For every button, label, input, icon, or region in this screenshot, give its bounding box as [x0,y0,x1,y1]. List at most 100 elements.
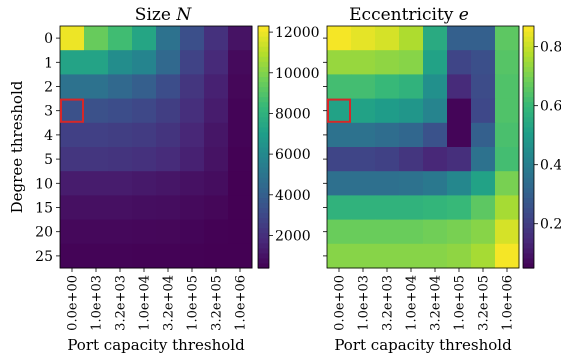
eccentricity-cell-r1-c2 [375,50,400,75]
eccentricity-cell-r8-c5 [447,219,472,245]
eccentricity-colorbar-segment [523,41,534,47]
eccentricity-x-axis-label: Port capacity threshold [334,336,512,354]
eccentricity-cell-r8-c1 [351,219,376,245]
eccentricity-colorbar-segment [523,76,534,83]
eccentricity-colorbar-segment [523,242,534,249]
size-x-tick-label: 3.2e+03 [114,275,129,331]
size-cell-r0-c3 [132,26,157,51]
eccentricity-cell-r8-c3 [399,219,424,245]
size-cell-r2-c6 [204,74,229,100]
eccentricity-cell-r1-c0 [327,50,352,75]
size-cell-r4-c6 [204,122,229,148]
eccentricity-colorbar-segment [523,26,534,32]
size-cell-r9-c1 [84,243,109,269]
size-cell-r6-c0 [60,171,85,196]
size-cell-r0-c1 [84,26,109,51]
eccentricity-panel: Eccentricity e 0.0e+00 1.0e+03 3.2e+03 1.0e… [323,5,561,354]
eccentricity-x-tick-label: 1.0e+03 [357,275,372,331]
eccentricity-colorbar-segment [523,237,534,244]
eccentricity-cell-r3-c5 [447,98,472,124]
size-cell-r2-c7 [228,74,253,100]
eccentricity-heatmap-cells [327,26,520,269]
eccentricity-cell-r0-c6 [471,26,496,51]
size-colorbar-segment [258,187,269,193]
size-colorbar-segment [258,96,269,103]
eccentricity-x-tick-label: 3.2e+05 [477,275,492,331]
size-cell-r8-c7 [228,219,253,245]
size-x-tick-label: 1.0e+03 [90,275,105,331]
size-cell-r5-c1 [84,147,109,172]
size-cell-r4-c7 [228,122,253,148]
size-cell-r5-c0 [60,147,85,172]
eccentricity-colorbar-tick-label: 0.8 [540,40,561,56]
eccentricity-cell-r0-c2 [375,26,400,51]
size-cell-r8-c1 [84,219,109,245]
eccentricity-colorbar-segment [523,86,534,93]
eccentricity-colorbar-segment [523,162,534,168]
size-cell-r1-c0 [60,50,85,75]
eccentricity-cell-r9-c3 [399,243,424,269]
size-colorbar-segment [258,167,269,173]
size-y-axis: 0 1 2 3 4 5 10 15 20 25 [35,31,60,265]
eccentricity-cell-r0-c0 [327,26,352,51]
eccentricity-colorbar-tick-label: 0.6 [540,99,561,115]
size-colorbar-segment [258,212,269,219]
size-y-tick-label: 10 [35,176,53,192]
eccentricity-cell-r6-c6 [471,171,496,196]
eccentricity-cell-r3-c3 [399,98,424,124]
size-cell-r0-c5 [180,26,205,51]
size-colorbar-segment [258,182,269,188]
size-cell-r1-c4 [156,50,181,75]
eccentricity-cell-r8-c2 [375,219,400,245]
eccentricity-cell-r4-c3 [399,122,424,148]
eccentricity-cell-r1-c7 [495,50,520,75]
eccentricity-cell-r0-c3 [399,26,424,51]
eccentricity-cell-r4-c7 [495,122,520,148]
eccentricity-colorbar-segment [523,66,534,72]
eccentricity-x-tick-label: 3.2e+04 [429,275,444,331]
eccentricity-cell-r6-c4 [423,171,448,196]
size-cell-r7-c3 [132,195,157,221]
size-colorbar-frame [257,25,270,269]
size-cell-r2-c0 [60,74,85,100]
eccentricity-cell-r8-c0 [327,219,352,245]
size-cell-r3-c3 [132,98,157,124]
size-cell-r7-c5 [180,195,205,221]
eccentricity-colorbar-segment [523,51,534,57]
size-cell-r8-c2 [108,219,133,245]
eccentricity-cell-r2-c6 [471,74,496,100]
eccentricity-cell-r2-c1 [351,74,376,100]
size-cell-r3-c0 [60,98,85,124]
eccentricity-colorbar-segment [523,136,534,143]
size-colorbar-segment [258,177,269,183]
size-y-tick-label: 20 [35,225,53,241]
size-cell-r0-c4 [156,26,181,51]
eccentricity-cell-r2-c4 [423,74,448,100]
size-colorbar-segment [258,36,269,42]
size-cell-r5-c2 [108,147,133,172]
size-cell-r7-c4 [156,195,181,221]
eccentricity-colorbar-segment [523,197,534,204]
size-colorbar-segment [258,147,269,153]
eccentricity-cell-r5-c6 [471,147,496,172]
eccentricity-colorbar: 0.2 0.4 0.6 0.8 [522,25,561,269]
size-colorbar-segment [258,202,269,209]
eccentricity-colorbar-segment [523,202,534,209]
size-cell-r6-c5 [180,171,205,196]
size-y-tick-label: 2 [44,80,53,96]
size-cell-r7-c2 [108,195,133,221]
eccentricity-cell-r3-c4 [423,98,448,124]
size-cell-r3-c7 [228,98,253,124]
eccentricity-cell-r4-c4 [423,122,448,148]
eccentricity-colorbar-tick-label: 0.2 [540,217,561,233]
eccentricity-cell-r8-c7 [495,219,520,245]
size-cell-r7-c6 [204,195,229,221]
size-cell-r9-c2 [108,243,133,269]
eccentricity-colorbar-segment [523,141,534,148]
size-y-tick-label: 1 [44,55,53,71]
size-colorbar-tick-label: 10000 [275,66,320,82]
eccentricity-cell-r2-c3 [399,74,424,100]
size-colorbar-segment [258,31,269,37]
size-x-axis-label: Port capacity threshold [67,336,245,354]
eccentricity-colorbar-segment [523,157,534,163]
